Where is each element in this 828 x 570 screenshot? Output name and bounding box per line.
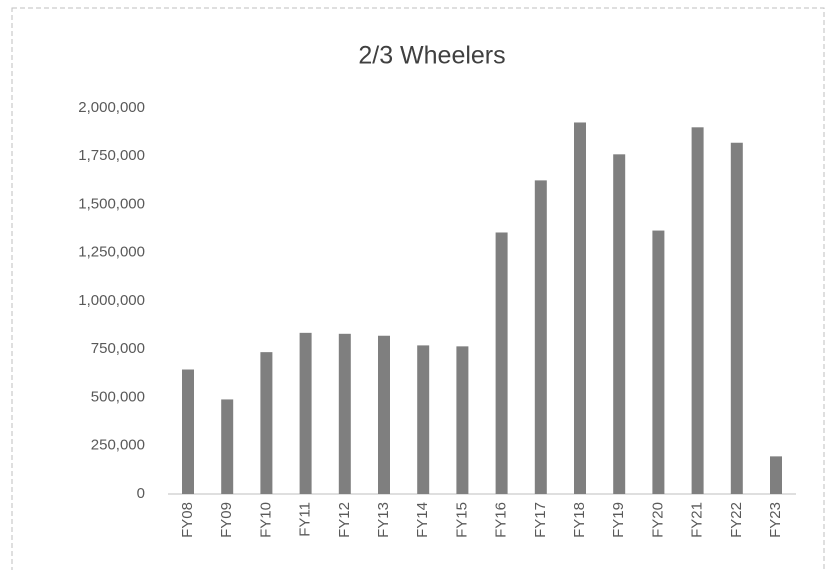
y-tick-label: 0 xyxy=(137,485,145,502)
x-tick-label: FY09 xyxy=(218,502,235,538)
x-tick-label: FY18 xyxy=(571,502,588,538)
y-tick-label: 250,000 xyxy=(91,437,145,454)
x-tick-label: FY23 xyxy=(767,502,784,538)
bar xyxy=(534,180,547,494)
y-tick-label: 1,000,000 xyxy=(78,292,145,309)
y-tick-label: 500,000 xyxy=(91,388,145,405)
x-tick-label: FY22 xyxy=(728,502,745,538)
bar xyxy=(299,332,312,494)
x-tick-label: FY16 xyxy=(493,502,510,538)
bar xyxy=(691,127,704,495)
bar xyxy=(730,142,743,495)
y-tick-label: 1,500,000 xyxy=(78,195,145,212)
chart-border xyxy=(11,7,825,570)
bar xyxy=(378,335,390,494)
x-tick-label: FY15 xyxy=(453,502,470,538)
x-tick-label: FY20 xyxy=(649,502,666,538)
bar xyxy=(574,122,586,494)
x-tick-label: FY11 xyxy=(297,502,314,537)
bar xyxy=(495,232,508,495)
x-tick-label: FY12 xyxy=(336,502,353,538)
bar xyxy=(338,333,351,494)
bar xyxy=(652,230,665,494)
bar xyxy=(770,456,782,494)
x-tick-label: FY14 xyxy=(414,502,431,538)
bar xyxy=(182,369,194,494)
x-tick-label: FY10 xyxy=(257,502,274,538)
x-tick-label: FY19 xyxy=(610,502,627,538)
y-tick-label: 1,250,000 xyxy=(78,244,145,261)
bar xyxy=(221,399,234,494)
y-tick-label: 2,000,000 xyxy=(78,99,145,116)
y-tick-label: 750,000 xyxy=(91,340,145,357)
bar xyxy=(417,345,430,494)
x-tick-label: FY17 xyxy=(532,502,549,538)
bar xyxy=(260,352,273,494)
y-tick-label: 1,750,000 xyxy=(78,147,145,164)
bar xyxy=(613,154,626,494)
bar xyxy=(456,346,469,494)
chart-title: 2/3 Wheelers xyxy=(358,42,505,70)
x-tick-label: FY21 xyxy=(689,502,706,538)
x-tick-label: FY08 xyxy=(179,502,196,538)
x-tick-label: FY13 xyxy=(375,502,392,538)
